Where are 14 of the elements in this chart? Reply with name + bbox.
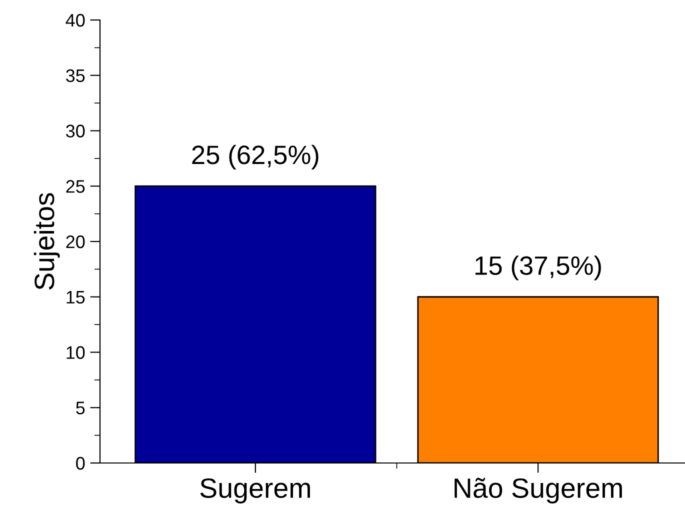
y-tick-label: 40 xyxy=(66,14,85,27)
x-tick-label: Não Sugerem xyxy=(454,478,622,504)
y-tick-label: 15 xyxy=(66,290,85,304)
y-tick-label: 30 xyxy=(66,124,85,138)
y-tick-label: 35 xyxy=(66,69,85,82)
y-axis-title: Sujeitos xyxy=(34,193,60,290)
y-tick-label: 20 xyxy=(66,235,85,248)
data-label: 15 (37,5%) xyxy=(476,256,601,280)
data-label: 25 (62,5%) xyxy=(192,144,318,170)
y-tick-label: 5 xyxy=(76,402,85,414)
x-tick-label: Sugerem xyxy=(200,478,310,504)
y-tick-label: 10 xyxy=(66,346,85,359)
y-tick-label: 0 xyxy=(76,456,85,470)
y-tick-label: 25 xyxy=(66,180,85,193)
